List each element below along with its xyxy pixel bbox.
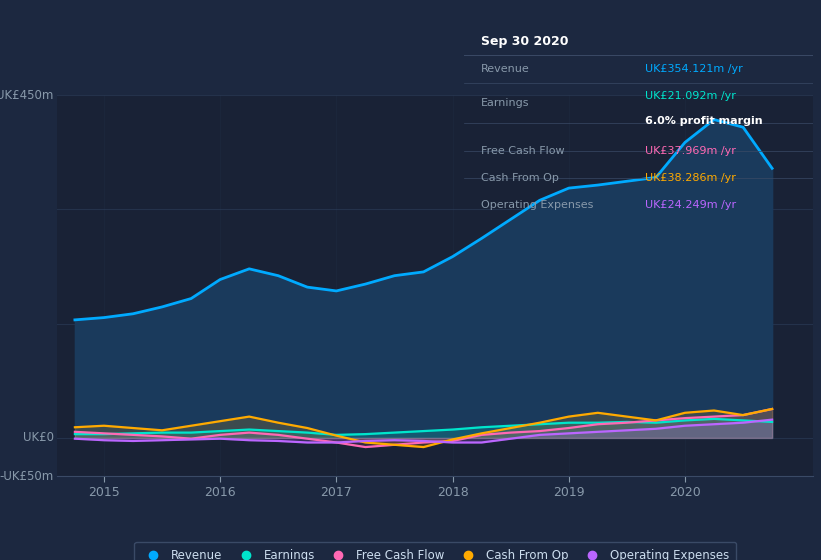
Legend: Revenue, Earnings, Free Cash Flow, Cash From Op, Operating Expenses: Revenue, Earnings, Free Cash Flow, Cash … (134, 542, 736, 560)
Text: Earnings: Earnings (481, 98, 530, 108)
Text: UK£0: UK£0 (23, 431, 53, 445)
Text: Free Cash Flow: Free Cash Flow (481, 146, 565, 156)
Text: UK£21.092m /yr: UK£21.092m /yr (645, 91, 736, 101)
Text: Cash From Op: Cash From Op (481, 173, 559, 183)
Text: Sep 30 2020: Sep 30 2020 (481, 35, 569, 48)
Text: UK£37.969m /yr: UK£37.969m /yr (645, 146, 736, 156)
Text: 6.0% profit margin: 6.0% profit margin (645, 116, 763, 125)
Text: UK£24.249m /yr: UK£24.249m /yr (645, 200, 736, 210)
Text: UK£450m: UK£450m (0, 88, 53, 102)
Text: UK£38.286m /yr: UK£38.286m /yr (645, 173, 736, 183)
Text: Revenue: Revenue (481, 64, 530, 74)
Text: -UK£50m: -UK£50m (0, 469, 53, 483)
Text: UK£354.121m /yr: UK£354.121m /yr (645, 64, 743, 74)
Text: Operating Expenses: Operating Expenses (481, 200, 594, 210)
